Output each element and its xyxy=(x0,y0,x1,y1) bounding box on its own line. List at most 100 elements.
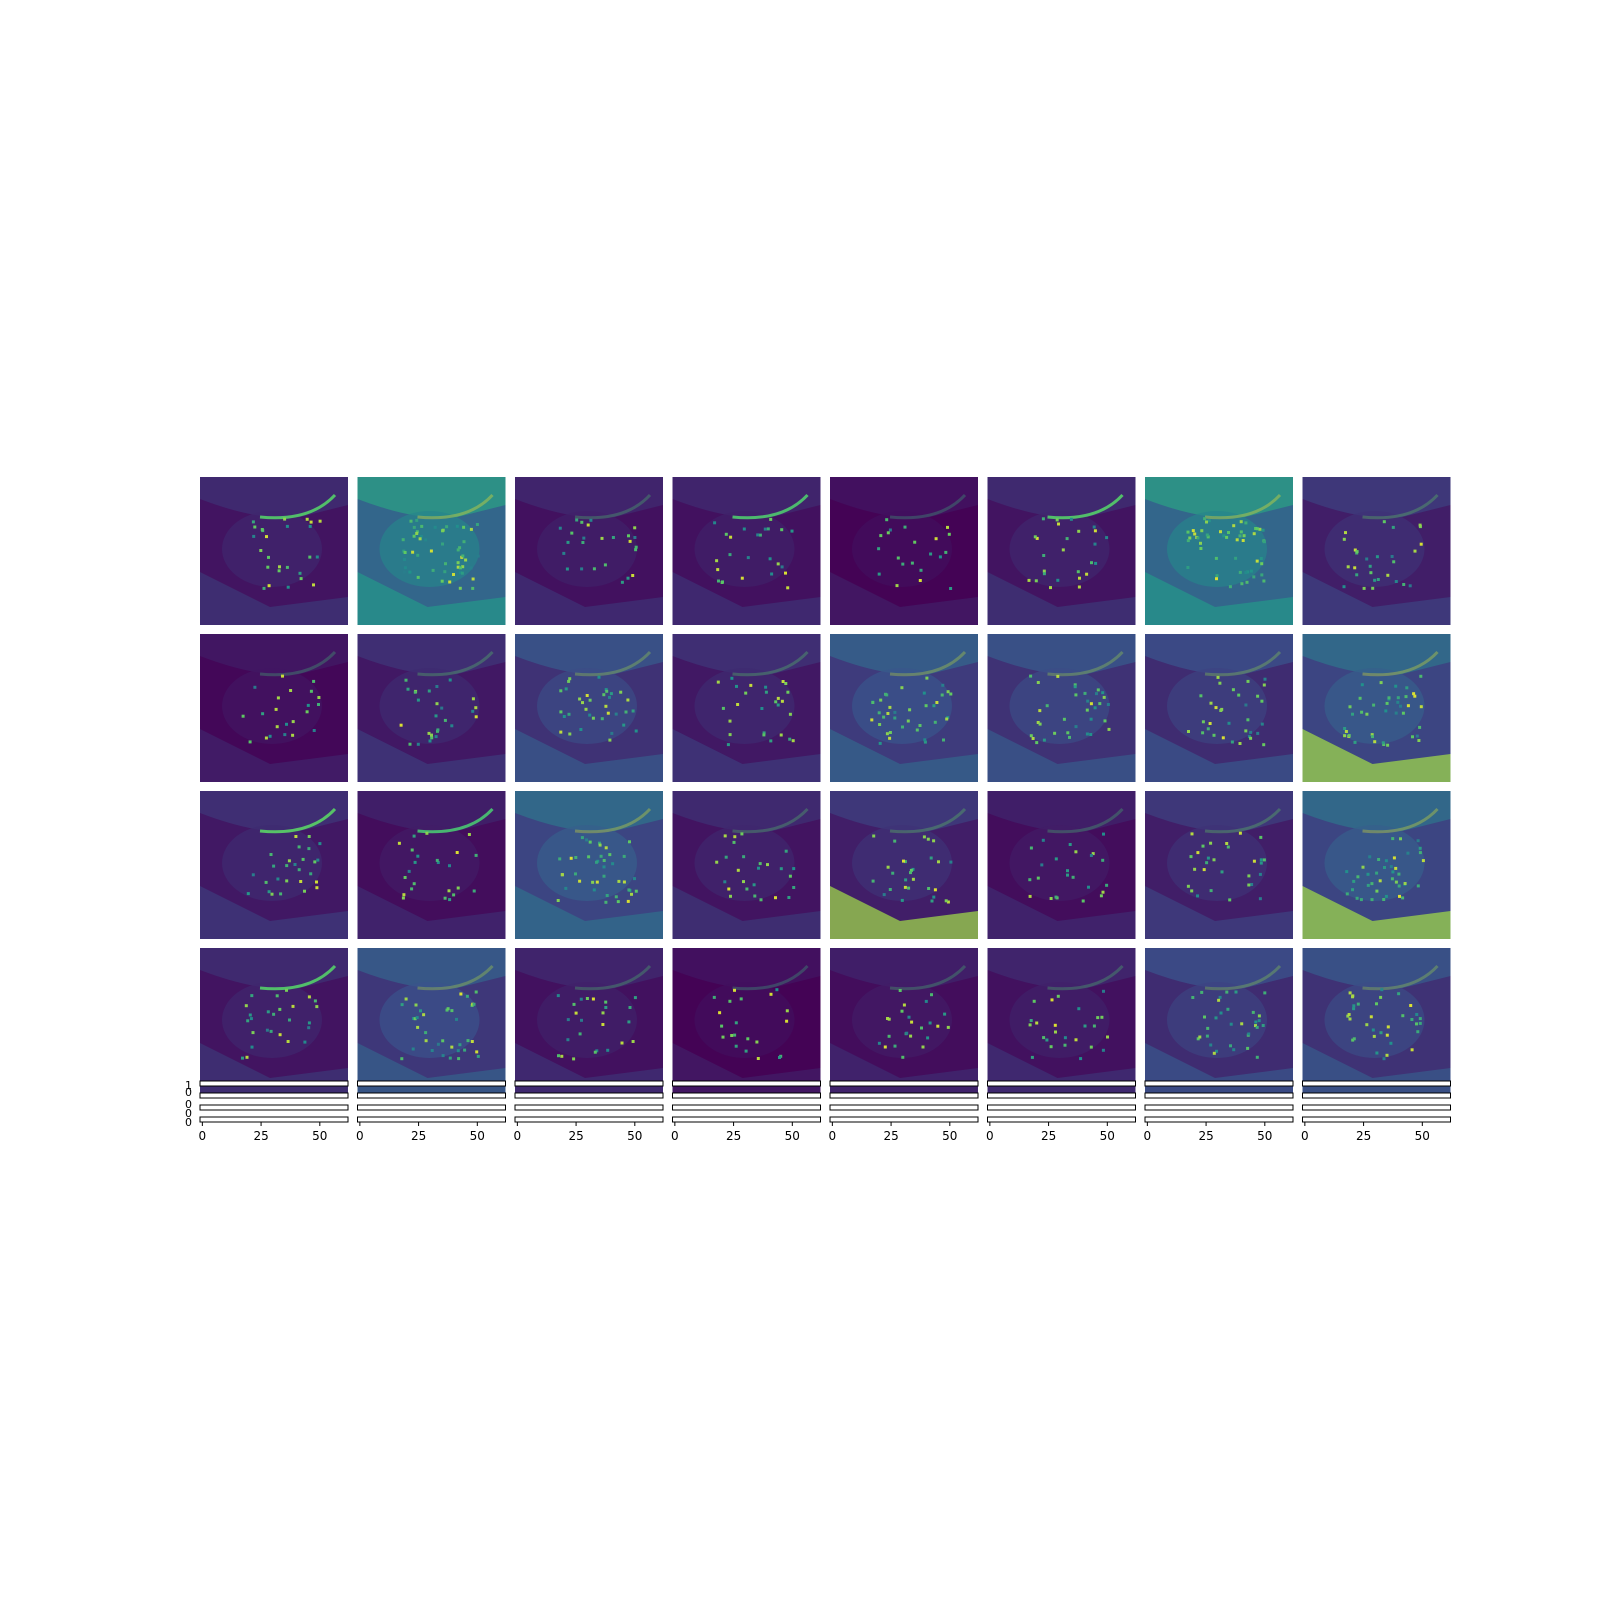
activation-speck xyxy=(886,712,890,715)
scene-band xyxy=(672,886,821,939)
activation-speck xyxy=(1369,571,1373,575)
activation-speck xyxy=(1263,991,1267,995)
activation-speck xyxy=(723,834,727,838)
activation-speck xyxy=(1259,835,1263,839)
feature-map-1-6 xyxy=(987,477,1136,625)
activation-speck xyxy=(265,535,268,539)
activation-speck xyxy=(1237,693,1241,697)
activation-speck xyxy=(633,526,637,530)
activation-speck xyxy=(1381,741,1385,745)
activation-speck xyxy=(578,697,582,701)
activation-speck xyxy=(266,1010,270,1014)
activation-speck xyxy=(1379,681,1383,685)
empty-axes-column-2: 0 25 50 xyxy=(356,1080,506,1143)
activation-speck xyxy=(446,1007,450,1011)
activation-speck xyxy=(588,698,592,702)
empty-axes-strip xyxy=(672,1104,821,1111)
activation-speck xyxy=(1032,999,1036,1003)
scene-body xyxy=(1324,825,1425,901)
activation-speck xyxy=(286,585,290,589)
activation-speck xyxy=(1225,535,1229,539)
activation-speck xyxy=(764,685,768,689)
activation-speck xyxy=(605,894,609,897)
scene-edge xyxy=(889,807,967,834)
activation-speck xyxy=(1375,871,1379,875)
empty-axes-strip xyxy=(357,1092,506,1099)
activation-speck xyxy=(586,523,590,527)
activation-speck xyxy=(1401,896,1405,900)
activation-speck xyxy=(740,576,744,580)
activation-speck xyxy=(435,702,439,706)
activation-speck xyxy=(1377,858,1381,861)
activation-speck xyxy=(303,889,306,893)
activation-speck xyxy=(293,863,297,866)
activation-speck xyxy=(601,1023,605,1026)
activation-speck xyxy=(877,711,881,715)
feature-map-2-6 xyxy=(987,634,1136,782)
activation-speck xyxy=(1351,712,1354,716)
activation-speck xyxy=(312,729,316,732)
activation-speck xyxy=(742,527,746,531)
activation-speck xyxy=(757,866,760,870)
scene-edge xyxy=(574,964,652,991)
activation-speck xyxy=(1352,879,1356,883)
activation-speck xyxy=(608,853,612,857)
x-tick-label: 0 xyxy=(199,1129,207,1143)
scene-band xyxy=(357,886,506,939)
activation-speck xyxy=(920,1026,923,1030)
activation-speck xyxy=(557,1054,560,1058)
scene-ledge xyxy=(357,634,506,675)
activation-speck xyxy=(909,1034,913,1038)
activation-speck xyxy=(1230,740,1234,744)
activation-speck xyxy=(634,545,638,549)
scene-band xyxy=(1145,729,1293,782)
activation-speck xyxy=(903,885,907,889)
feature-map-4-7 xyxy=(1145,948,1293,1096)
activation-speck xyxy=(404,678,408,682)
activation-speck xyxy=(1378,879,1382,883)
activation-speck xyxy=(631,709,635,713)
activation-speck xyxy=(269,853,273,856)
activation-speck xyxy=(581,701,584,705)
activation-speck xyxy=(1372,703,1376,707)
activation-speck xyxy=(593,1050,597,1054)
feature-map-1-4 xyxy=(672,477,821,625)
activation-speck xyxy=(568,732,572,736)
feature-map-4-8 xyxy=(1302,948,1451,1096)
activation-speck xyxy=(1066,873,1069,877)
activation-speck xyxy=(871,879,875,883)
activation-speck xyxy=(285,864,289,868)
activation-speck xyxy=(604,846,608,850)
activation-speck xyxy=(1262,579,1266,583)
activation-speck xyxy=(1225,842,1229,845)
activation-speck xyxy=(564,687,568,691)
activation-speck xyxy=(934,537,938,541)
activation-speck xyxy=(1262,683,1266,687)
scene-edge xyxy=(889,650,967,677)
activation-speck xyxy=(728,733,732,737)
activation-speck xyxy=(1244,571,1248,574)
activation-speck xyxy=(575,518,579,522)
activation-speck xyxy=(419,1009,422,1013)
activation-speck xyxy=(427,731,431,735)
empty-axes-strip xyxy=(672,1116,821,1123)
activation-speck xyxy=(306,703,310,707)
activation-speck xyxy=(414,1003,418,1007)
scene-edge xyxy=(1047,650,1124,677)
activation-speck xyxy=(1246,679,1250,683)
activation-speck xyxy=(936,1024,940,1028)
activation-speck xyxy=(923,738,927,742)
activation-speck xyxy=(585,694,589,697)
activation-speck xyxy=(877,572,881,576)
activation-speck xyxy=(409,519,413,523)
activation-speck xyxy=(1365,1023,1369,1027)
activation-speck xyxy=(911,877,915,881)
scene-band xyxy=(987,729,1136,782)
activation-speck xyxy=(1200,529,1204,533)
activation-speck xyxy=(443,570,447,574)
activation-speck xyxy=(600,717,604,721)
activation-speck xyxy=(1343,727,1347,730)
activation-speck xyxy=(411,550,415,554)
activation-speck xyxy=(1065,537,1069,541)
activation-speck xyxy=(1385,1033,1389,1037)
